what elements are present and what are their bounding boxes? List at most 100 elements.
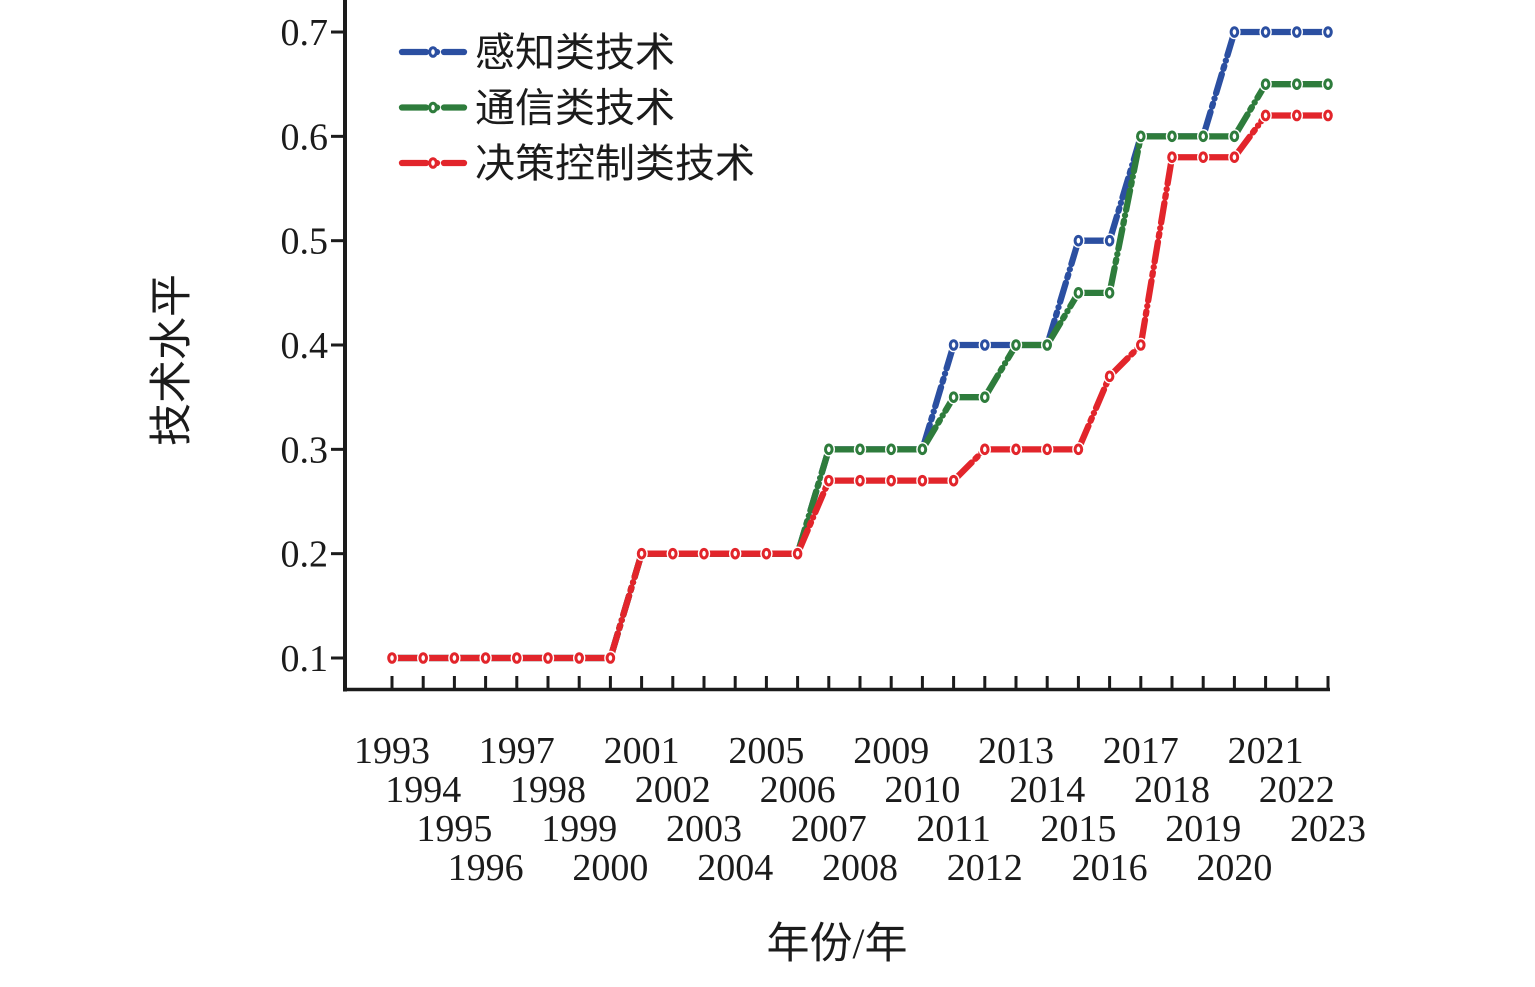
line-segment [1106, 133, 1144, 296]
data-point-marker [1011, 339, 1021, 351]
legend-item-0: 感知类技术 [398, 30, 675, 75]
data-point-marker [1292, 109, 1302, 122]
x-tick-label: 2002 [635, 769, 711, 811]
x-tick-label: 2019 [1165, 808, 1241, 850]
x-tick-label: 2004 [697, 847, 773, 889]
legend-item-2: 决策控制类技术 [398, 141, 755, 186]
series-line-2 [388, 112, 1332, 662]
data-point-marker [668, 547, 678, 560]
x-tick-label: 1995 [416, 808, 492, 850]
data-point-marker [1042, 339, 1052, 351]
data-point-marker [449, 652, 460, 664]
data-point-marker [387, 652, 397, 664]
line-segment [794, 477, 832, 557]
data-point-marker [792, 547, 803, 560]
data-point-marker [948, 474, 959, 487]
data-point-marker [1292, 26, 1302, 38]
y-tick-label: 0.5 [281, 221, 329, 263]
data-point-marker [824, 443, 834, 456]
x-tick-label: 1996 [448, 847, 524, 889]
legend-item-1: 通信类技术 [398, 86, 675, 131]
x-tick-label: 2008 [822, 847, 898, 889]
x-tick-label: 2006 [760, 769, 836, 811]
data-point-marker [886, 474, 897, 487]
line-segment [950, 446, 988, 484]
x-tick-label: 2015 [1040, 808, 1116, 850]
x-tick-label: 2005 [728, 730, 804, 772]
data-point-marker [917, 474, 928, 487]
x-tick-label: 2020 [1196, 847, 1272, 889]
data-point-marker [1073, 287, 1084, 299]
data-point-marker [605, 652, 616, 664]
data-point-marker [1323, 78, 1333, 90]
x-tick-label: 1997 [479, 730, 555, 772]
data-point-marker [886, 443, 897, 456]
data-point-marker [1198, 151, 1208, 164]
data-point-marker [699, 547, 709, 560]
x-tick-label: 2001 [604, 730, 680, 772]
x-tick-label: 1998 [510, 769, 586, 811]
data-point-marker [1073, 443, 1084, 456]
data-point-marker [1229, 130, 1240, 143]
y-axis-title: 技术水平 [149, 274, 196, 446]
x-tick-label: 1999 [541, 808, 617, 850]
data-point-marker [1260, 78, 1271, 90]
x-axis-title: 年份/年 [767, 921, 908, 968]
x-tick-label: 2023 [1290, 808, 1366, 850]
y-tick-label: 0.3 [281, 429, 329, 471]
data-point-marker [980, 443, 990, 456]
line-segment [919, 341, 957, 453]
data-point-marker [1167, 130, 1177, 143]
data-point-marker [1198, 130, 1208, 143]
legend-key-marker [428, 46, 438, 58]
x-tick-label: 2021 [1228, 730, 1304, 772]
legend-key-marker [428, 101, 438, 114]
x-tick-label: 2000 [572, 847, 648, 889]
x-tick-label: 2018 [1134, 769, 1210, 811]
data-point-marker [1260, 109, 1271, 122]
data-point-marker [1104, 287, 1115, 299]
data-point-marker [1011, 443, 1021, 456]
line-segment [1044, 289, 1082, 349]
legend-label: 决策控制类技术 [475, 141, 755, 186]
y-tick-label: 0.6 [281, 116, 329, 158]
line-segment [1200, 28, 1238, 140]
data-point-marker [855, 474, 865, 487]
data-point-marker [1136, 339, 1146, 351]
x-tick-label: 2011 [916, 808, 991, 850]
data-point-marker [1292, 78, 1302, 90]
y-tick-label: 0.7 [281, 12, 329, 54]
line-segment [1231, 81, 1269, 140]
x-tick-label: 2017 [1103, 730, 1179, 772]
data-point-marker [418, 652, 429, 664]
y-tick-label: 0.2 [281, 534, 329, 576]
x-tick-label: 2007 [791, 808, 867, 850]
x-tick-label: 1994 [385, 769, 461, 811]
data-point-marker [761, 547, 772, 560]
series-markers-2 [385, 108, 1335, 666]
data-point-marker [824, 474, 834, 487]
line-segment [607, 550, 645, 662]
y-tick-label: 0.1 [281, 638, 329, 680]
line-segment [1231, 112, 1269, 161]
data-point-marker [980, 391, 990, 403]
data-point-marker [1167, 151, 1177, 164]
legend-label: 通信类技术 [475, 86, 675, 131]
data-point-marker [1042, 443, 1052, 456]
line-segment [981, 341, 1020, 401]
x-tick-label: 2022 [1259, 769, 1335, 811]
data-point-marker [1323, 109, 1333, 122]
x-tick-label: 2003 [666, 808, 742, 850]
data-point-marker [1323, 26, 1333, 38]
line-segment [1137, 154, 1176, 349]
legend-key-marker [428, 157, 438, 169]
x-tick-label: 2016 [1072, 847, 1148, 889]
line-segment [1106, 341, 1144, 380]
x-tick-label: 2013 [978, 730, 1054, 772]
data-point-marker [730, 547, 741, 560]
y-tick-label: 0.4 [281, 325, 329, 367]
data-point-marker [480, 652, 491, 664]
data-point-marker [512, 652, 522, 664]
data-point-marker [1104, 234, 1115, 247]
